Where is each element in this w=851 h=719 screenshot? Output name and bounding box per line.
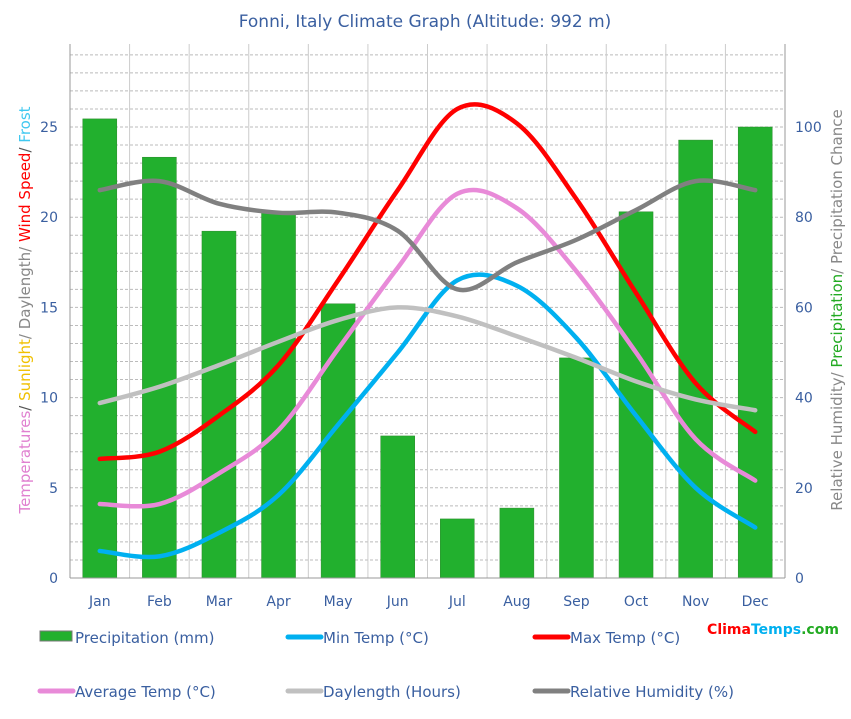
label-part: Temperatures xyxy=(16,411,34,515)
label-part: Frost xyxy=(16,106,34,142)
precipitation-bar-jun xyxy=(380,435,415,579)
x-tick-label: Nov xyxy=(682,594,709,610)
x-tick-label: Jul xyxy=(448,594,466,610)
right-tick-label: 80 xyxy=(795,210,813,226)
x-tick-label: Jun xyxy=(386,594,409,610)
label-part: Temps xyxy=(751,622,801,638)
label-part: Sunlight xyxy=(16,339,34,401)
right-tick-label: 100 xyxy=(795,120,822,136)
left-axis-label: Temperatures/ Sunlight/ Daylength/ Wind … xyxy=(16,106,34,514)
label-part: / xyxy=(16,143,34,153)
right-tick-label: 60 xyxy=(795,300,813,316)
legend: Precipitation (mm) Min Temp (°C) Max Temp … xyxy=(37,629,734,701)
x-tick-label: Jan xyxy=(88,594,111,610)
legend-label: Max Temp (°C) xyxy=(570,629,680,647)
x-tick-label: Aug xyxy=(503,594,530,610)
label-part: / Precipitation Chance xyxy=(828,109,846,274)
series-line-max-temp-c xyxy=(97,102,758,462)
x-tick-label: Oct xyxy=(624,594,649,610)
label-part: / xyxy=(16,401,34,411)
legend-label: Relative Humidity (%) xyxy=(570,683,734,701)
legend-label: Daylength (Hours) xyxy=(323,683,461,701)
left-tick-label: 25 xyxy=(40,120,58,136)
precipitation-bars xyxy=(82,118,773,579)
legend-swatch-precipitation xyxy=(39,630,73,642)
right-tick-label: 0 xyxy=(795,571,804,587)
series-lines xyxy=(97,102,758,560)
x-tick-label: Dec xyxy=(742,594,769,610)
left-tick-label: 5 xyxy=(49,481,58,497)
precipitation-bar-sep xyxy=(559,357,594,579)
series-line-daylength-hours xyxy=(97,305,758,413)
left-tick-label: 15 xyxy=(40,300,58,316)
precipitation-bar-feb xyxy=(142,156,177,579)
label-part: Clima xyxy=(707,622,751,638)
legend-label: Min Temp (°C) xyxy=(323,629,429,647)
precipitation-bar-nov xyxy=(678,139,713,579)
label-part: / Daylength/ xyxy=(16,242,34,339)
axes: 0 5 10 15 20 25 0 20 40 60 80 100 Jan Feb Mar Apr May Jun… xyxy=(40,44,822,610)
legend-label: Precipitation (mm) xyxy=(75,629,214,647)
x-tick-label: May xyxy=(324,594,353,610)
legend-label: Average Temp (°C) xyxy=(75,683,216,701)
precipitation-bar-oct xyxy=(618,211,654,579)
right-axis-label: Relative Humidity/ Precipitation/ Precip… xyxy=(828,109,846,510)
series-line-average-temp-c xyxy=(97,187,758,509)
precipitation-bar-aug xyxy=(499,507,535,579)
label-part: Wind Speed xyxy=(16,153,34,243)
precipitation-bar-apr xyxy=(261,211,296,579)
label-part: .com xyxy=(801,622,839,638)
x-tick-label: Sep xyxy=(563,594,590,610)
precipitation-bar-mar xyxy=(201,230,237,579)
x-tick-label: Apr xyxy=(266,594,290,610)
series-line-relative-humidity xyxy=(97,178,758,293)
left-tick-label: 0 xyxy=(49,571,58,587)
climatemps-logo: ClimaTemps.com xyxy=(707,622,839,638)
precipitation-bar-dec xyxy=(737,126,773,579)
label-part: Relative Humidity/ xyxy=(828,368,846,511)
right-tick-label: 40 xyxy=(795,391,813,407)
left-tick-label: 20 xyxy=(40,210,58,226)
precipitation-bar-jul xyxy=(440,518,475,579)
right-tick-label: 20 xyxy=(795,481,813,497)
precipitation-bar-jan xyxy=(82,118,118,579)
x-tick-label: Feb xyxy=(147,594,172,610)
chart-title: Fonni, Italy Climate Graph (Altitude: 99… xyxy=(239,12,612,32)
x-tick-label: Mar xyxy=(206,594,233,610)
series-line-min-temp-c xyxy=(97,272,758,560)
label-part: Precipitation xyxy=(828,274,846,368)
left-tick-label: 10 xyxy=(40,391,58,407)
